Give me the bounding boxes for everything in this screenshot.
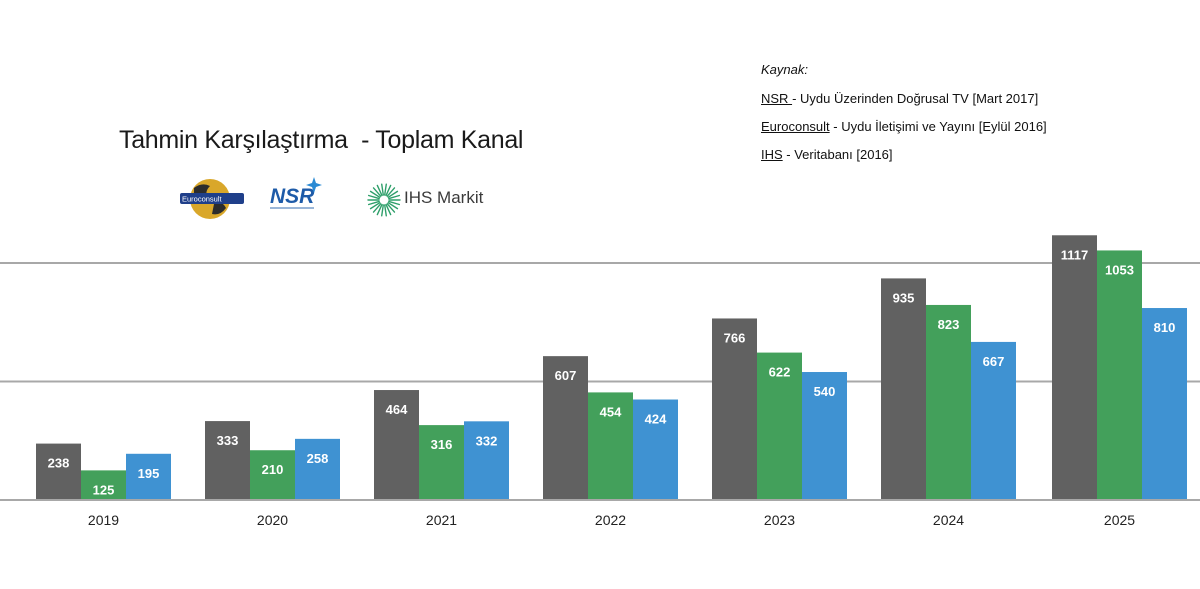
sources-block: Kaynak: NSR - Uydu Üzerinden Doğrusal TV…	[761, 62, 1047, 175]
data-label: 454	[600, 404, 622, 419]
bar	[802, 372, 847, 500]
data-label: 766	[724, 330, 746, 345]
bar	[881, 278, 926, 500]
data-label: 823	[938, 317, 960, 332]
ihs-markit-logo-text: IHS Markit	[404, 188, 484, 207]
ihs-logo-ray	[369, 202, 381, 210]
ihs-logo-ray	[367, 200, 380, 206]
data-label: 810	[1154, 320, 1176, 335]
ihs-markit-logo	[367, 183, 401, 217]
data-label: 424	[645, 412, 667, 427]
data-label: 622	[769, 365, 791, 380]
source-text-nsr: - Uydu Üzerinden Doğrusal TV [Mart 2017]	[792, 91, 1039, 106]
euroconsult-logo-text: Euroconsult	[182, 195, 223, 204]
euroconsult-logo: Euroconsult	[180, 179, 244, 219]
bar	[1097, 250, 1142, 500]
ihs-logo-ray	[386, 187, 396, 197]
data-label: 238	[48, 456, 70, 471]
ihs-logo-ray	[376, 203, 383, 216]
bar	[1052, 235, 1097, 500]
x-tick-label: 2019	[88, 512, 119, 528]
bar	[712, 318, 757, 500]
ihs-logo-ray	[385, 184, 392, 197]
ihs-logo-ray	[387, 202, 399, 210]
nsr-logo: NSR	[270, 177, 322, 209]
bar	[464, 421, 509, 500]
bar	[250, 450, 295, 500]
ihs-logo-ray	[388, 194, 401, 200]
sources-heading: Kaynak:	[761, 62, 808, 77]
ihs-logo-ray	[388, 200, 401, 206]
x-tick-label: 2022	[595, 512, 626, 528]
data-label: 258	[307, 451, 329, 466]
ihs-logo-ray	[384, 204, 387, 217]
x-tick-label: 2024	[933, 512, 964, 528]
data-label: 125	[93, 482, 115, 497]
source-text-euroconsult: - Uydu İletişimi ve Yayını [Eylül 2016]	[829, 119, 1047, 134]
ihs-logo-ray	[387, 190, 399, 198]
bar	[543, 356, 588, 500]
chart-title: Tahmin Karşılaştırma - Toplam Kanal	[119, 126, 524, 154]
bar	[588, 392, 633, 500]
data-label: 195	[138, 466, 160, 481]
data-label: 667	[983, 354, 1005, 369]
ihs-logo-ray	[386, 203, 396, 213]
bar	[81, 470, 126, 500]
ihs-logo-ray	[372, 203, 382, 213]
data-label: 1053	[1105, 262, 1134, 277]
ihs-logo-ray	[385, 203, 392, 216]
bar	[971, 341, 1016, 500]
data-label: 1117	[1061, 247, 1089, 262]
source-row-nsr: NSR - Uydu Üzerinden Doğrusal TV [Mart 2…	[761, 91, 1047, 106]
nsr-logo-text: NSR	[270, 185, 315, 208]
x-tick-label: 2025	[1104, 512, 1135, 528]
bar	[295, 438, 340, 500]
ihs-logo-ray	[367, 194, 380, 200]
bar	[633, 399, 678, 500]
bar	[126, 453, 171, 500]
bar	[374, 390, 419, 500]
x-tick-label: 2023	[764, 512, 795, 528]
source-link-euroconsult[interactable]: Euroconsult	[761, 119, 830, 134]
ihs-logo-ray	[384, 183, 387, 196]
ihs-logo-ray	[381, 183, 384, 196]
source-link-nsr[interactable]: NSR	[761, 91, 793, 106]
source-link-ihs[interactable]: IHS	[761, 147, 783, 162]
source-text-ihs: - Veritabanı [2016]	[782, 147, 893, 162]
data-label: 935	[893, 290, 915, 305]
x-tick-label: 2020	[257, 512, 288, 528]
source-row-euroconsult: Euroconsult - Uydu İletişimi ve Yayını […	[761, 119, 1047, 134]
data-label: 316	[431, 437, 453, 452]
x-tick-label: 2021	[426, 512, 457, 528]
source-row-ihs: IHS - Veritabanı [2016]	[761, 147, 1047, 162]
bar	[926, 304, 971, 500]
bar	[419, 425, 464, 500]
bar	[36, 443, 81, 500]
ihs-logo-ray	[376, 184, 383, 197]
ihs-logo-ray	[372, 187, 382, 197]
data-label: 210	[262, 462, 284, 477]
bar	[757, 352, 802, 500]
data-label: 540	[814, 384, 836, 399]
data-label: 332	[476, 433, 498, 448]
bar	[1142, 308, 1187, 500]
data-label: 333	[217, 433, 239, 448]
ihs-logo-ray	[369, 190, 381, 198]
bar	[205, 421, 250, 500]
data-label: 607	[555, 368, 577, 383]
ihs-logo-ray	[381, 204, 384, 217]
data-label: 464	[386, 402, 408, 417]
